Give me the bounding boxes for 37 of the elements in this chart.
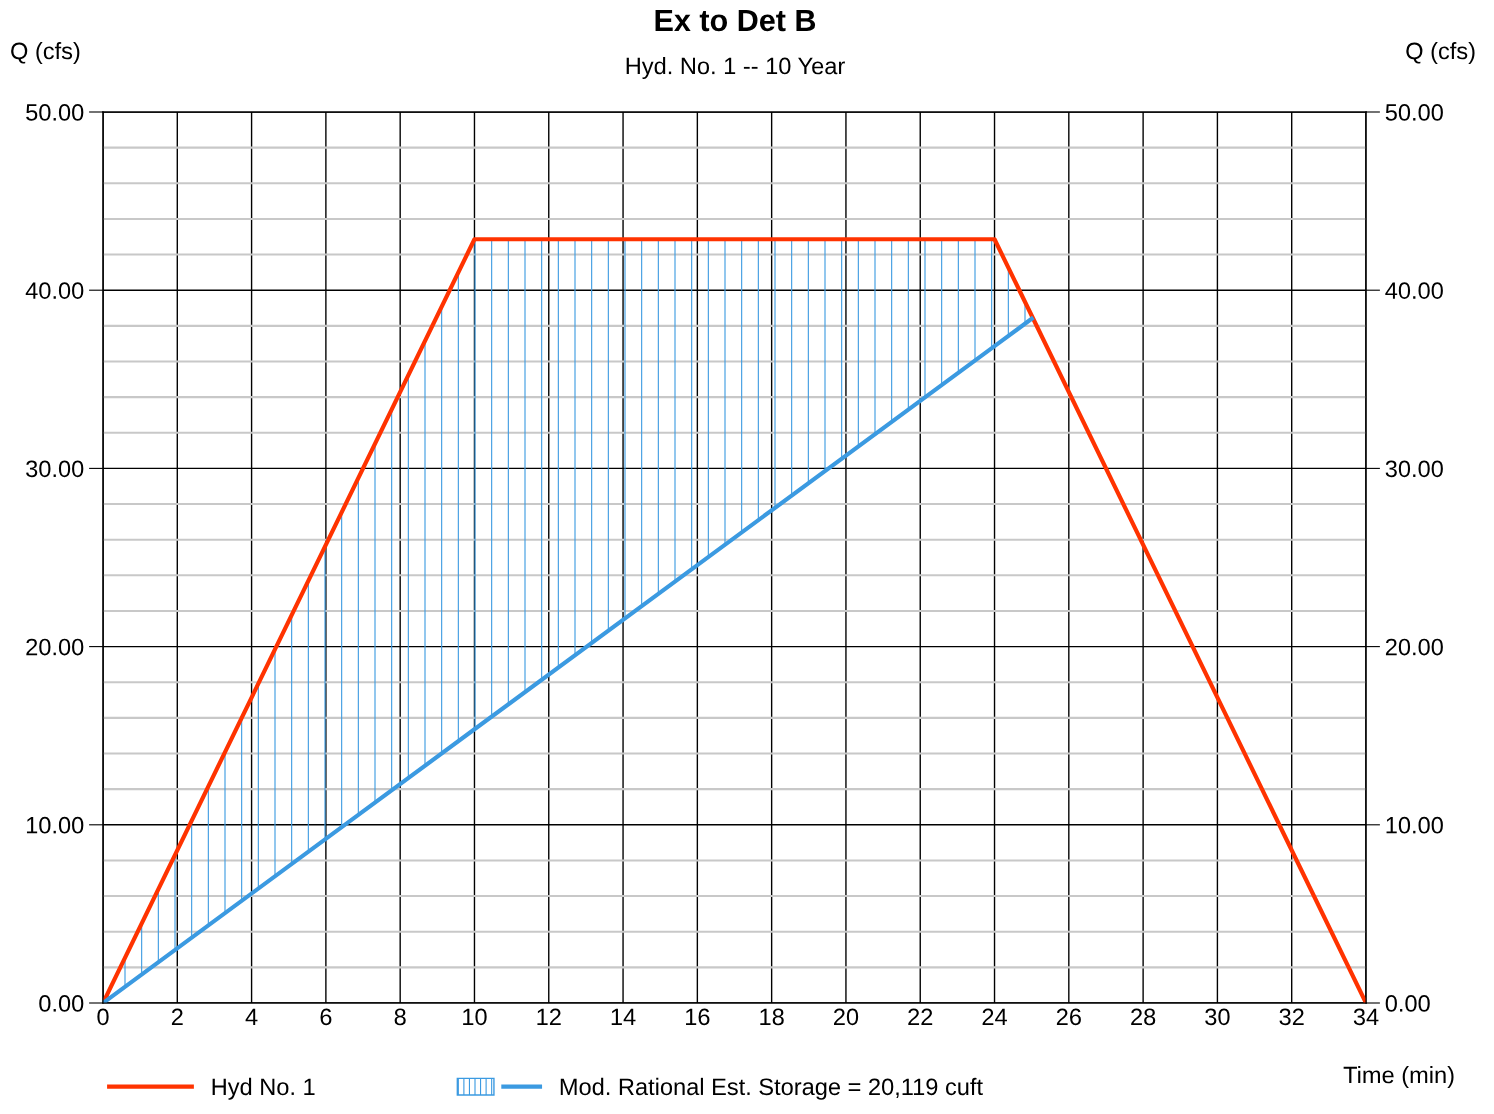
x-tick-label: 8 [394,1008,406,1026]
y-tick-label: 0.00 [39,995,84,1012]
chart-subtitle: Hyd. No. 1 -- 10 Year [626,57,845,80]
y2-tick-label: 50.00 [1385,104,1443,121]
x-tick-label: 28 [1131,1008,1156,1026]
y2-tick-label: 20.00 [1385,638,1443,656]
y2-tick-label: 10.00 [1386,816,1443,834]
x-tick-label: 30 [1205,1008,1230,1026]
x-tick-label: 18 [760,1008,784,1026]
x-tick-label: 14 [611,1008,636,1025]
x-tick-label: 10 [463,1008,487,1026]
x-tick-label: 0 [97,1008,109,1026]
y-tick-label: 40.00 [25,282,84,299]
x-tick-label: 26 [1056,1008,1081,1026]
chart-title: Ex to Det B [655,9,816,32]
x-tick-label: 34 [1353,1008,1379,1026]
y-tick-label: 10.00 [26,816,84,834]
legend-label: Mod. Rational Est. Storage = 20,119 cuft [560,1077,983,1100]
y-tick-label: 50.00 [26,104,84,121]
x-tick-label: 16 [686,1008,710,1026]
y2-tick-label: 30.00 [1385,460,1443,478]
x-tick-label: 6 [320,1008,332,1026]
x-tick-label: 22 [908,1008,933,1025]
x-tick-label: 2 [171,1008,183,1025]
y-tick-label: 30.00 [26,460,84,478]
y2-tick-label: 40.00 [1385,282,1443,299]
x-tick-label: 20 [834,1008,859,1026]
y-tick-label: 20.00 [26,638,84,656]
x-tick-label: 24 [982,1008,1007,1025]
y-axis-title: Q (cfs) [11,42,80,64]
x-tick-label: 12 [537,1008,561,1025]
x-axis-title: Time (min) [1343,1065,1454,1088]
x-tick-label: 32 [1279,1008,1304,1026]
legend-label: Hyd No. 1 [212,1077,315,1100]
y2-axis-title: Q (cfs) [1406,42,1475,64]
x-tick-label: 4 [245,1008,258,1025]
y2-tick-label: 0.00 [1385,995,1430,1012]
